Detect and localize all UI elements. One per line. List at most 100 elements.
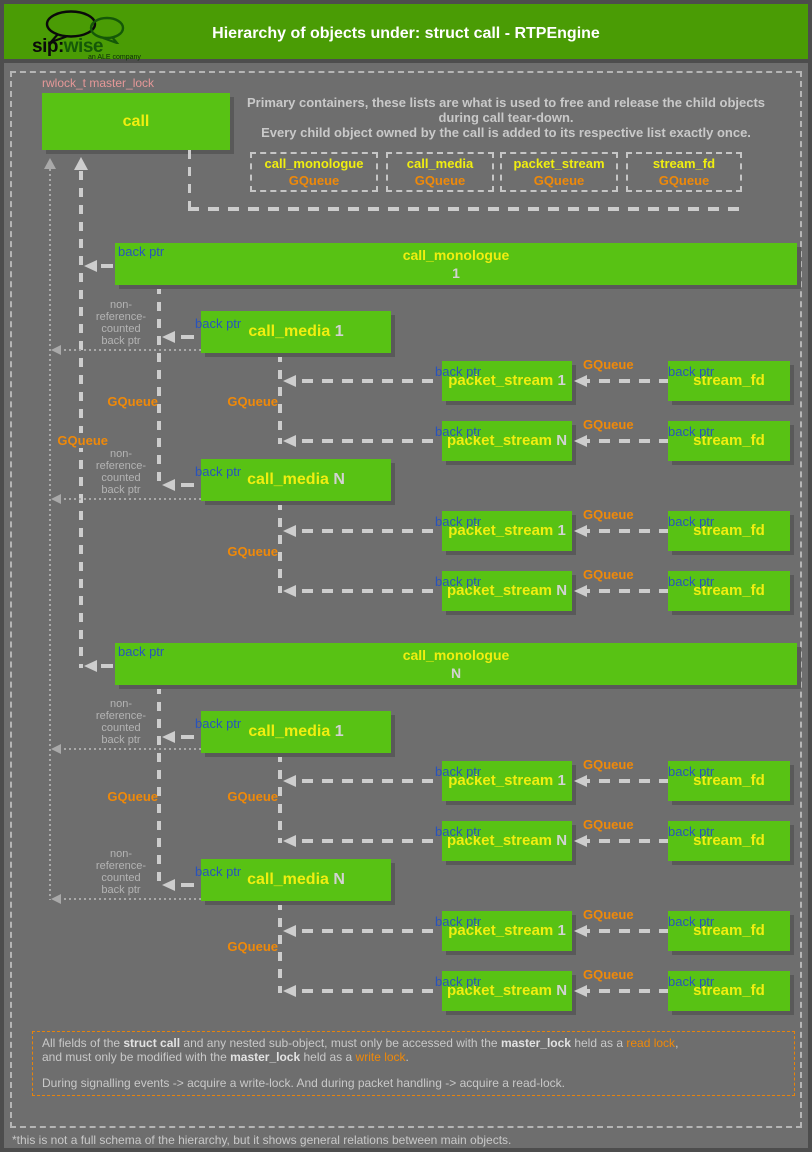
back-ptr-arrowhead (74, 157, 88, 170)
gqueue-label: GQueue (583, 507, 634, 522)
gqueue-dashed-line (579, 779, 668, 783)
node-name: packet_stream (448, 772, 554, 789)
container-name: call_media (406, 156, 474, 171)
back-ptr-arrowhead (162, 879, 175, 891)
non-ref-back-ptr-arrowhead (44, 158, 56, 169)
note-text: and any nested sub-object, must only be … (180, 1036, 501, 1050)
non-ref-arrowhead (51, 894, 61, 904)
gqueue-dashed-line (579, 529, 668, 533)
stream-fd-box: stream_fd (668, 421, 790, 461)
monologue1-media-trunk (157, 285, 161, 487)
back-ptr-label: back ptr (118, 244, 165, 259)
back-ptr-arrowhead (162, 331, 175, 343)
gqueue-label: GQueue (107, 394, 158, 409)
node-index: N (333, 871, 345, 888)
non-ref-line: counted (101, 722, 141, 734)
back-ptr-label: back ptr (668, 764, 715, 779)
back-ptr-dashed-line (302, 989, 440, 993)
non-ref-line: back ptr (101, 484, 141, 496)
logo-wordmark: sip:wise (32, 36, 103, 58)
back-ptr-arrowhead (283, 925, 296, 937)
master-lock-label: rwlock_t master_lock (42, 76, 155, 90)
note-bold: master_lock (230, 1049, 301, 1064)
node-name: stream_fd (693, 582, 765, 599)
stream-fd-box: stream_fd (668, 571, 790, 611)
packet-stream-box: packet_stream 1 (442, 761, 572, 801)
call-box: call (42, 93, 230, 150)
call-media-1-box: call_media 1 (201, 311, 391, 353)
container-name: call_monologue (264, 156, 364, 171)
stream-fd-box: stream_fd (668, 971, 790, 1011)
back-ptr-label: back ptr (668, 574, 715, 589)
page-title: Hierarchy of objects under: struct call … (212, 25, 600, 42)
packet-stream-box: packet_stream 1 (442, 361, 572, 401)
node-name: call_monologue (402, 647, 510, 663)
packet-stream-box: packet_stream N (442, 971, 572, 1011)
container-stream-fd: stream_fd GQueue (626, 152, 742, 192)
non-ref-label: non- reference- counted back ptr (69, 848, 173, 896)
back-ptr-dash (181, 335, 194, 339)
logo-wise: wise (63, 36, 104, 57)
note-text: , (675, 1036, 679, 1050)
node-index: 1 (452, 265, 460, 281)
node-name: stream_fd (693, 522, 765, 539)
write-lock-text: write lock (355, 1049, 406, 1064)
back-ptr-dashed-line (302, 779, 440, 783)
non-ref-line: non- (109, 448, 133, 460)
call-media-1-box-2: call_media 1 (201, 711, 391, 753)
logo-sip: sip: (32, 36, 64, 57)
note-line-3: During signalling events -> acquire a wr… (42, 1076, 565, 1090)
back-ptr-arrowhead (84, 260, 97, 272)
non-ref-line (64, 349, 201, 351)
logo-tagline: an ALE company (88, 54, 141, 61)
speech-bubbles-icon (45, 10, 125, 44)
container-type: GQueue (533, 173, 585, 188)
diagram-frame (10, 71, 802, 1128)
node-name: call_media (247, 471, 329, 488)
container-call-monologue: call_monologue GQueue (250, 152, 378, 192)
note-bold: struct call (123, 1036, 181, 1050)
back-ptr-arrowhead (283, 375, 296, 387)
header-bar: sip:wise an ALE company Hierarchy of obj… (4, 4, 808, 62)
monologueN-media-trunk (157, 685, 161, 887)
back-ptr-arrowhead (162, 731, 175, 743)
non-ref-line: non- (109, 698, 133, 710)
node-name: stream_fd (693, 922, 765, 939)
node-name: call_monologue (402, 247, 510, 263)
sipwise-logo: sip:wise an ALE company (28, 8, 148, 62)
gqueue-dashed-line (579, 379, 668, 383)
back-ptr-arrowhead (283, 775, 296, 787)
node-index: N (556, 832, 568, 849)
back-ptr-dashed-line (302, 589, 440, 593)
intro-text: Primary containers, these lists are what… (246, 95, 766, 140)
intro-line-3: Every child object owned by the call is … (261, 125, 751, 140)
back-ptr-label: back ptr (668, 824, 715, 839)
note-text: and must only be modified with the (42, 1049, 231, 1064)
back-ptr-dash (101, 264, 113, 268)
node-name: call_media (247, 871, 329, 888)
media1-packet-trunk-2 (278, 753, 282, 843)
node-index: N (333, 471, 345, 488)
node-name: call_media (248, 323, 331, 340)
note-line-1: All fields of the struct call and any ne… (42, 1036, 785, 1051)
back-ptr-arrowhead (283, 585, 296, 597)
containers-underline (188, 207, 740, 211)
back-ptr-dash (181, 735, 194, 739)
non-ref-line (64, 748, 201, 750)
non-ref-label: non- reference- counted back ptr (69, 698, 173, 746)
back-ptr-arrowhead (84, 660, 97, 672)
gqueue-dashed-line (579, 989, 668, 993)
gqueue-label: GQueue (227, 939, 278, 954)
gqueue-label: GQueue (583, 417, 634, 432)
container-type: GQueue (414, 173, 466, 188)
intro-line-1: Primary containers, these lists are what… (246, 95, 766, 110)
non-ref-line (64, 498, 201, 500)
node-name: packet_stream (446, 832, 553, 849)
back-ptr-label: back ptr (668, 424, 715, 439)
back-ptr-arrowhead (283, 985, 296, 997)
back-ptr-label: back ptr (435, 824, 482, 839)
back-ptr-label: back ptr (435, 364, 482, 379)
container-name: packet_stream (513, 156, 605, 171)
node-name: stream_fd (693, 832, 765, 849)
